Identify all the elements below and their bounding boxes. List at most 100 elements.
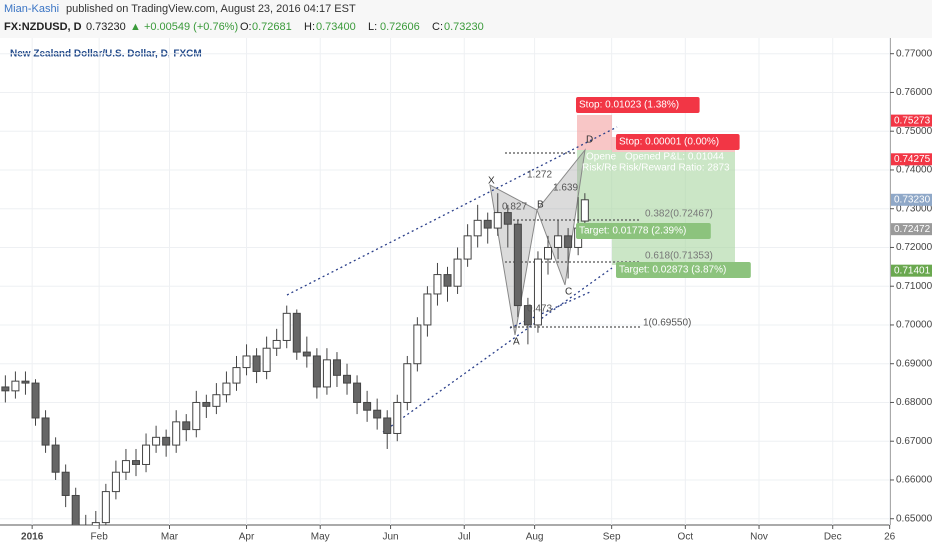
annotation: Risk/Re — [582, 163, 617, 174]
annotation: 0.618(0.71353) — [645, 251, 713, 262]
x-tick-label: Apr — [239, 532, 255, 543]
annotation: Stop: 0.01023 (1.38%) — [579, 100, 679, 111]
candle-body — [523, 305, 532, 326]
trend-line — [286, 126, 618, 296]
candle-body — [533, 258, 542, 326]
candle-body — [554, 235, 563, 248]
candle-body — [443, 274, 452, 287]
price-label: 0.75273 — [894, 115, 931, 126]
candle-body — [302, 351, 311, 357]
annotation: Stop: 0.00001 (0.00%) — [619, 137, 719, 148]
ohlc-key: H: — [304, 21, 315, 33]
candle-body — [473, 219, 482, 237]
candle-body — [242, 355, 251, 369]
x-tick-label: Jul — [458, 532, 471, 543]
x-tick-label: Mar — [161, 532, 179, 543]
x-tick-label: Nov — [750, 532, 768, 543]
price-label-bg — [891, 153, 932, 166]
candle-body — [272, 339, 281, 349]
candle-body — [493, 212, 502, 229]
candle-body — [111, 471, 120, 493]
y-tick-label: 0.72000 — [896, 242, 932, 253]
price-label: 0.74275 — [894, 154, 931, 165]
x-tick-label: Dec — [824, 532, 842, 543]
annotation: C — [565, 287, 572, 298]
y-tick-label: 0.71000 — [896, 281, 932, 292]
ohlc-value: 0.72681 — [252, 21, 292, 33]
candle-body — [202, 401, 211, 407]
candle-body — [232, 367, 241, 384]
annotation: 1(0.69550) — [643, 318, 691, 329]
y-tick-label: 0.65000 — [896, 513, 932, 524]
candle-body — [142, 444, 151, 465]
change: ▲ +0.00549 (+0.76%) — [130, 21, 238, 33]
candle-body — [544, 246, 553, 260]
annotation: 0.382(0.72467) — [645, 209, 713, 220]
candle-body — [413, 324, 422, 365]
annotation: 1.272 — [527, 170, 552, 181]
candle-body — [21, 380, 30, 384]
candle-body — [182, 421, 191, 431]
target-zone — [612, 152, 735, 265]
y-tick-label: 0.66000 — [896, 475, 932, 486]
annotation: D — [586, 135, 593, 146]
candle-body — [503, 212, 512, 225]
y-tick-label: 0.69000 — [896, 358, 932, 369]
ohlc-value: 0.73400 — [316, 21, 356, 33]
candle-body — [131, 460, 140, 465]
candle-body — [292, 312, 301, 353]
candle-body — [262, 347, 271, 372]
x-tick-label: Aug — [526, 532, 544, 543]
candle-body — [353, 382, 362, 403]
y-tick-label: 0.75000 — [896, 126, 932, 137]
candle-body — [31, 382, 40, 419]
candle-body — [373, 409, 382, 419]
candle-body — [61, 471, 70, 496]
annotation: Risk/Reward Ratio: 2873 — [619, 163, 730, 174]
x-tick-label: 26 — [884, 532, 896, 543]
author[interactable]: Mian-Kashi — [4, 3, 59, 15]
candle-body — [393, 401, 402, 434]
candle-body — [383, 417, 392, 434]
candle-body — [453, 258, 462, 287]
price-label: 0.71401 — [894, 265, 931, 276]
published: published on TradingView.com, August 23,… — [66, 3, 356, 15]
annotation: B — [537, 200, 544, 211]
annotation: X — [488, 176, 495, 187]
y-tick-label: 0.77000 — [896, 48, 932, 59]
x-tick-label: May — [311, 532, 330, 543]
candle-body — [564, 235, 573, 248]
ohlc-value: 0.73230 — [444, 21, 484, 33]
x-tick-label: 2016 — [21, 532, 44, 543]
candle-body — [51, 444, 60, 473]
price-label-bg — [891, 193, 932, 206]
header-bar — [0, 0, 932, 38]
annotation: 0.473 — [527, 304, 552, 315]
y-tick-label: 0.74000 — [896, 165, 932, 176]
symbol: FX:NZDUSD, D — [4, 21, 82, 33]
candle-body — [152, 436, 161, 446]
annotation-box — [616, 134, 740, 150]
candle-body — [222, 382, 231, 396]
annotation: 0.827 — [502, 202, 527, 213]
candle-body — [463, 235, 472, 260]
last-price: 0.73230 — [86, 21, 126, 33]
candle-body — [322, 359, 331, 388]
candle-body — [282, 312, 291, 341]
annotation: 1.639 — [553, 183, 578, 194]
candle-body — [252, 355, 261, 372]
price-label: 0.73230 — [894, 194, 931, 205]
candle-body — [423, 293, 432, 326]
candle-body — [162, 436, 171, 446]
candle-body — [433, 274, 442, 295]
candle-body — [212, 394, 221, 407]
annotation: Target: 0.01778 (2.39%) — [579, 226, 686, 237]
candle-body — [1, 386, 10, 392]
y-tick-label: 0.73000 — [896, 203, 932, 214]
annotation-box — [576, 97, 700, 113]
candle-body — [11, 380, 20, 392]
y-tick-label: 0.67000 — [896, 436, 932, 447]
annotation-box — [576, 223, 711, 239]
